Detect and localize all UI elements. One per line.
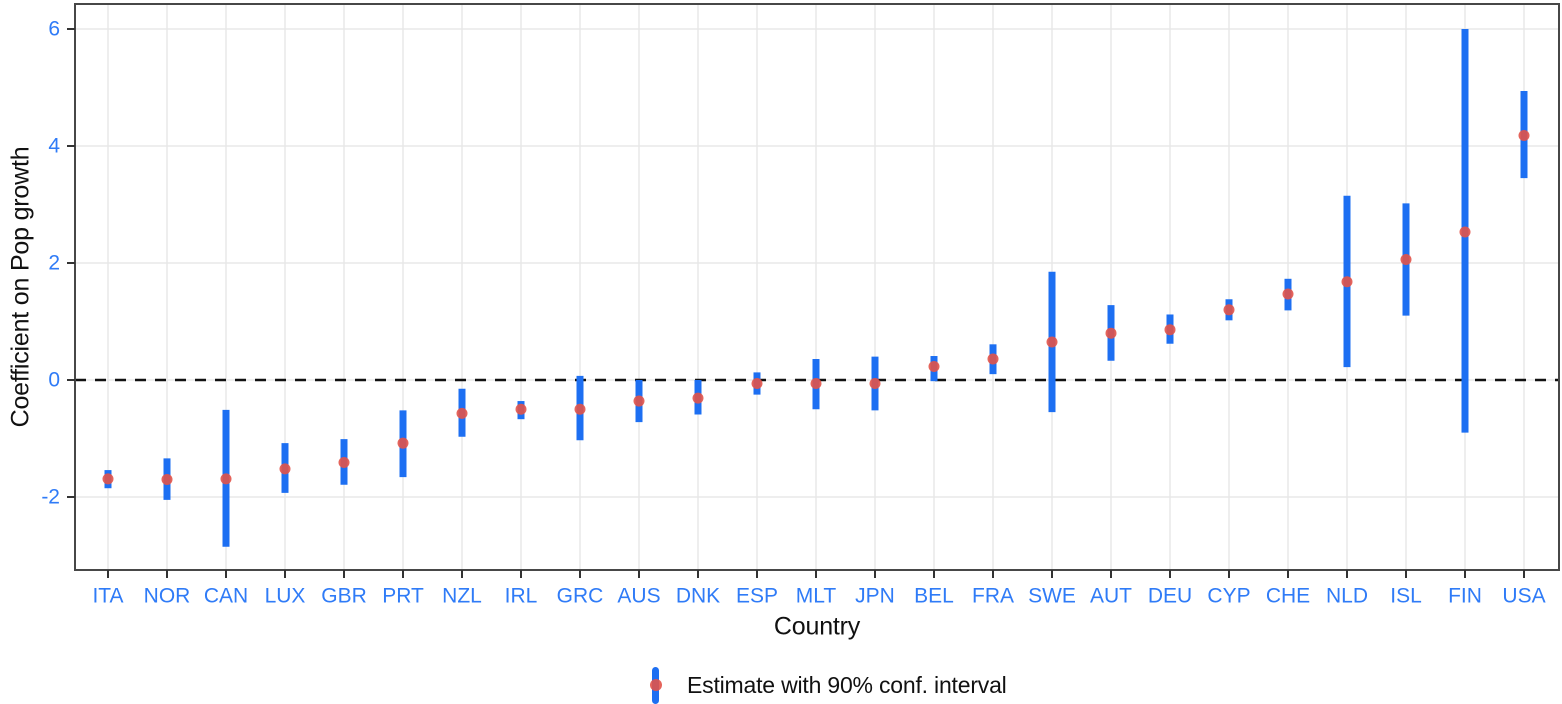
y-tick-label: 6 <box>48 18 60 41</box>
y-tick-label: 0 <box>48 369 60 392</box>
estimate-point <box>692 392 704 404</box>
estimate-points <box>102 129 1530 485</box>
estimate-point <box>1459 226 1471 238</box>
x-tick-label: CYP <box>1207 585 1250 608</box>
x-axis: ITA NOR CAN LUX GBR PRT NZL IRL GRC AUS DNK ESP MLT J… <box>92 570 1546 608</box>
estimate-point <box>1518 129 1530 141</box>
x-tick-label: GRC <box>557 585 604 608</box>
x-tick-label: USA <box>1502 585 1545 608</box>
estimate-point <box>456 407 468 419</box>
x-tick-label: CAN <box>204 585 248 608</box>
estimate-point <box>574 403 586 415</box>
estimate-point <box>928 361 940 373</box>
estimate-point <box>102 473 114 485</box>
estimate-point <box>1223 304 1235 316</box>
x-tick-label: NOR <box>144 585 191 608</box>
y-axis-title: Coefficient on Pop growth <box>6 146 35 428</box>
y-tick-label: 2 <box>48 252 60 275</box>
x-tick-label: ISL <box>1390 585 1422 608</box>
legend-point-icon <box>649 679 662 691</box>
estimate-point <box>1046 336 1058 348</box>
x-tick-label: JPN <box>855 585 895 608</box>
x-tick-label: CHE <box>1266 585 1310 608</box>
estimate-point <box>397 437 409 449</box>
y-tick-label: -2 <box>41 486 60 509</box>
x-tick-label: AUT <box>1090 585 1132 608</box>
x-tick-label: NZL <box>442 585 482 608</box>
y-tick-label: 4 <box>48 135 60 158</box>
x-tick-label: BEL <box>914 585 954 608</box>
estimate-point <box>515 403 527 415</box>
estimate-point <box>1282 288 1294 300</box>
estimate-point <box>338 456 350 468</box>
estimate-point <box>1400 253 1412 265</box>
x-tick-label: PRT <box>382 585 424 608</box>
x-axis-title: Country <box>773 612 861 641</box>
estimate-point <box>279 463 291 475</box>
estimate-point <box>1164 324 1176 336</box>
y-axis: 6 4 2 0 -2 <box>41 18 75 509</box>
x-tick-label: NLD <box>1326 585 1368 608</box>
estimate-point <box>869 378 881 390</box>
x-tick-label: LUX <box>265 585 306 608</box>
estimate-point <box>1105 327 1117 339</box>
estimate-point <box>633 395 645 407</box>
x-tick-label: AUS <box>617 585 660 608</box>
x-tick-label: DEU <box>1148 585 1192 608</box>
x-tick-label: GBR <box>321 585 367 608</box>
x-tick-label: ESP <box>736 585 778 608</box>
estimate-point <box>987 353 999 365</box>
estimate-point <box>810 378 822 390</box>
x-tick-label: ITA <box>92 585 123 608</box>
x-tick-label: SWE <box>1028 585 1076 608</box>
x-tick-label: MLT <box>796 585 837 608</box>
x-tick-label: DNK <box>676 585 720 608</box>
legend-interval-glyph <box>649 666 662 704</box>
x-tick-label: IRL <box>505 585 538 608</box>
estimate-point <box>1341 276 1353 288</box>
legend-label: Estimate with 90% conf. interval <box>687 671 1007 698</box>
x-tick-label: FRA <box>972 585 1014 608</box>
estimate-point <box>751 378 763 390</box>
estimate-point <box>220 473 232 485</box>
x-tick-label: FIN <box>1448 585 1482 608</box>
legend: Estimate with 90% conf. interval <box>649 666 1007 704</box>
estimate-point <box>161 473 173 485</box>
